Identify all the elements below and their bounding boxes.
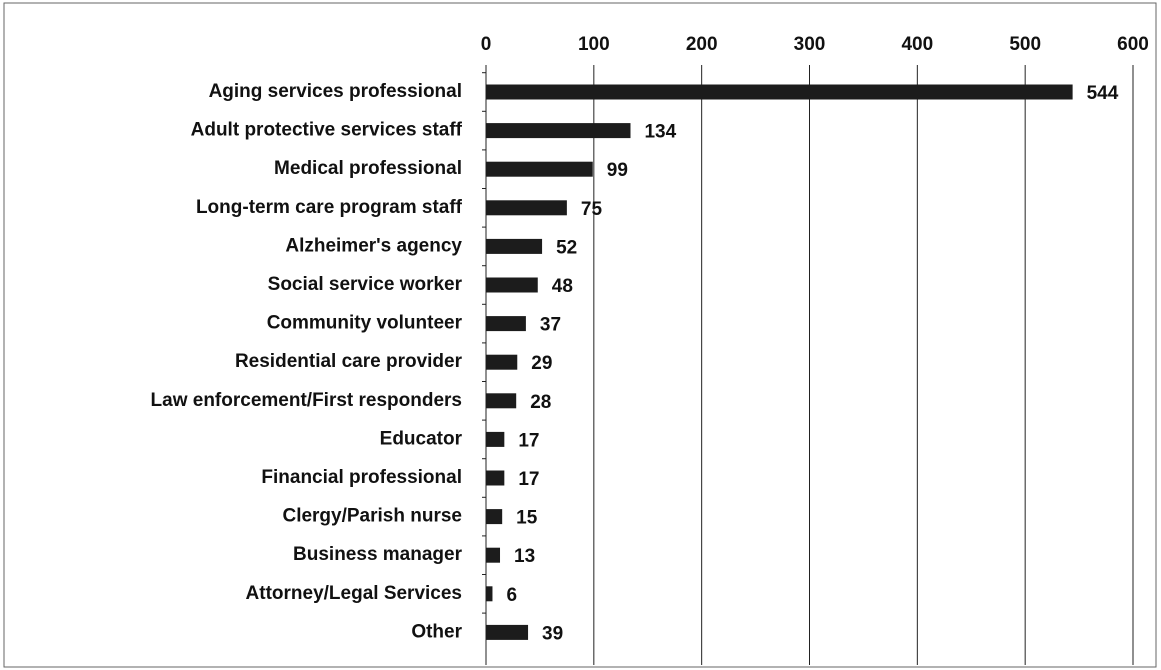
value-label: 75: [581, 199, 603, 220]
value-label: 48: [552, 276, 573, 297]
bar: [486, 547, 501, 563]
bar: [486, 470, 505, 486]
y-tick-label: Adult protective services staff: [191, 120, 463, 141]
bar: [486, 509, 503, 525]
value-label: 28: [530, 392, 551, 413]
x-tick-label: 200: [686, 34, 718, 55]
x-tick-label: 0: [481, 34, 492, 55]
value-label: 17: [518, 469, 539, 490]
y-tick-label: Medical professional: [274, 158, 462, 179]
y-tick-label: Alzheimer's agency: [285, 235, 462, 256]
value-label: 39: [542, 623, 563, 644]
bar: [486, 200, 567, 216]
bar: [486, 161, 593, 177]
value-label: 15: [516, 508, 538, 529]
x-tick-label: 400: [901, 34, 933, 55]
value-label: 544: [1087, 83, 1119, 104]
y-tick-label: Clergy/Parish nurse: [282, 506, 462, 527]
x-tick-label: 300: [794, 34, 826, 55]
y-tick-label: Business manager: [293, 544, 463, 565]
bar: [486, 393, 517, 409]
value-label: 17: [518, 430, 539, 451]
bar: [486, 123, 631, 139]
bar: [486, 277, 538, 293]
y-tick-label: Other: [411, 621, 462, 642]
bar: [486, 586, 493, 602]
bar: [486, 238, 543, 254]
bar: [486, 354, 518, 370]
value-label: 6: [506, 585, 517, 606]
value-label: 37: [540, 315, 561, 336]
y-tick-label: Residential care provider: [235, 351, 463, 372]
y-tick-label: Aging services professional: [209, 81, 462, 102]
value-label: 13: [514, 546, 535, 567]
y-tick-label: Social service worker: [268, 274, 463, 295]
bar: [486, 431, 505, 447]
value-label: 52: [556, 237, 577, 258]
value-label: 99: [607, 160, 628, 181]
y-tick-label: Attorney/Legal Services: [246, 583, 462, 604]
bar: [486, 84, 1073, 100]
y-tick-label: Educator: [380, 428, 463, 449]
y-tick-label: Community volunteer: [267, 313, 463, 334]
bar: [486, 624, 529, 640]
value-label: 134: [644, 122, 676, 143]
bar: [486, 316, 526, 332]
y-tick-label: Financial professional: [261, 467, 462, 488]
x-tick-label: 600: [1117, 34, 1149, 55]
value-label: 29: [531, 353, 552, 374]
y-tick-label: Law enforcement/First responders: [151, 390, 462, 411]
x-tick-label: 100: [578, 34, 610, 55]
y-tick-label: Long-term care program staff: [196, 197, 463, 218]
x-tick-label: 500: [1009, 34, 1041, 55]
chart-frame: [3, 2, 1157, 668]
